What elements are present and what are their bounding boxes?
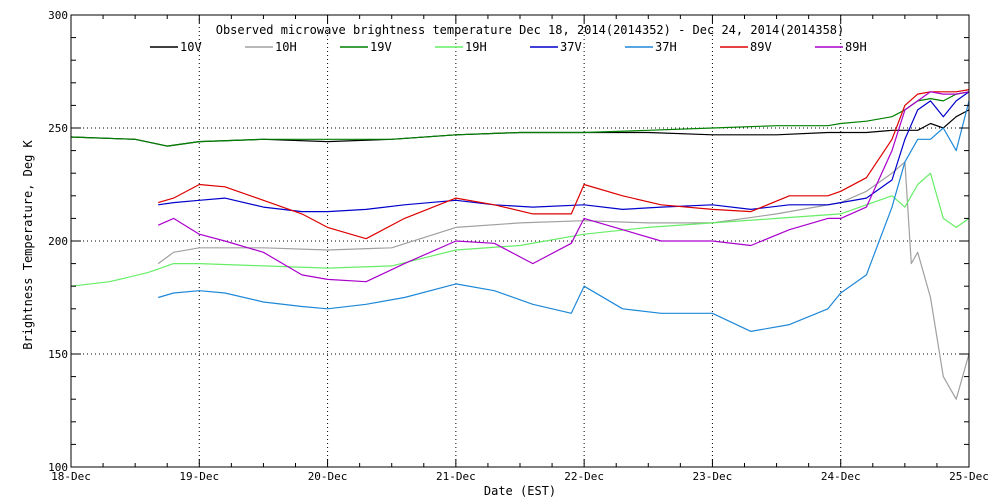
x-tick-label: 21-Dec [436,470,476,483]
y-tick-labels: 100 150 200 250 300 [48,9,68,474]
series-line-89v [158,89,970,240]
legend-label-19v: 19V [370,40,392,54]
x-tick-label: 24-Dec [821,470,861,483]
legend-label-19h: 19H [465,40,487,54]
y-tick-label: 150 [48,348,68,361]
legend-label-10v: 10V [180,40,202,54]
legend: 10V 10H 19V 19H 37V 37H 89V 89H [150,40,867,54]
series-line-10h [157,161,970,400]
series-line-37v [158,91,970,213]
series-line-37h [158,100,970,332]
x-tick-label: 23-Dec [693,470,733,483]
plot-area [70,89,970,400]
y-axis-title: Brightness Temperature, Deg K [21,139,35,349]
chart-title: Observed microwave brightness temperatur… [216,23,845,37]
x-tick-label: 22-Dec [564,470,604,483]
legend-label-10h: 10H [275,40,297,54]
legend-label-37h: 37H [655,40,677,54]
x-tick-label: 25-Dec [949,470,989,483]
x-axis-title: Date (EST) [484,484,556,498]
legend-label-37v: 37V [560,40,582,54]
series-line-89h [157,91,970,283]
y-tick-label: 100 [48,461,68,474]
grid [71,15,969,467]
x-tick-labels: 18-Dec 19-Dec 20-Dec 21-Dec 22-Dec 23-Dec 24-D… [51,470,989,483]
legend-label-89h: 89H [845,40,867,54]
series-line-19v [70,91,970,147]
x-tick-label: 19-Dec [179,470,219,483]
series-line-19h [70,172,970,287]
x-tick-label: 18-Dec [51,470,91,483]
axis-ticks [70,14,970,468]
x-tick-label: 20-Dec [308,470,348,483]
legend-label-89v: 89V [750,40,772,54]
y-tick-label: 300 [48,9,68,22]
y-tick-label: 200 [48,235,68,248]
y-tick-label: 250 [48,122,68,135]
